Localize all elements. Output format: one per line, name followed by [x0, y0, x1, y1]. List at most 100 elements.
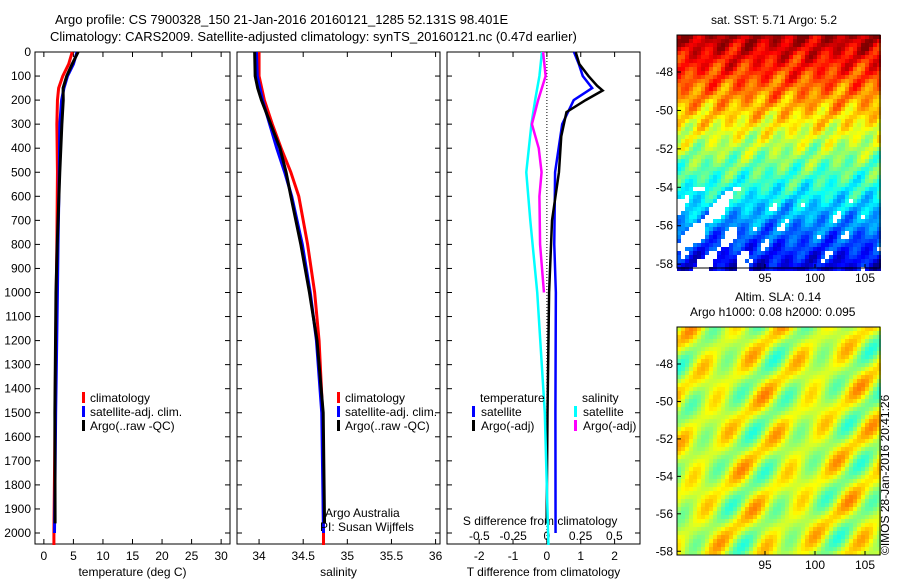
sla-map-cell [837, 339, 841, 343]
sla-map-cell [845, 411, 849, 415]
sst-map-cell [725, 227, 729, 231]
sst-map-cell [729, 267, 733, 271]
sla-map-cell [765, 431, 769, 435]
sst-map-cell [733, 71, 737, 75]
sst-map-cell [857, 55, 861, 59]
sla-map-cell [789, 471, 793, 475]
sst-map-cell [721, 183, 725, 187]
sla-map-cell [865, 403, 869, 407]
sst-map-cell [857, 123, 861, 127]
sla-map-cell [697, 387, 701, 391]
sla-map-cell [837, 407, 841, 411]
sst-map-cell [709, 155, 713, 159]
sst-map-cell [825, 235, 829, 239]
sst-map-cell [869, 135, 873, 139]
sst-map-cell [769, 91, 773, 95]
sst-map-cell [757, 111, 761, 115]
sla-map-cell [725, 455, 729, 459]
sla-map-cell [757, 435, 761, 439]
sla-map-cell [869, 379, 873, 383]
sla-map-cell [745, 427, 749, 431]
sla-map-cell [877, 371, 881, 375]
sst-map-cell [825, 91, 829, 95]
sla-map-cell [773, 335, 777, 339]
sst-map-cell [801, 259, 805, 263]
sst-map-cell [677, 259, 681, 263]
sst-map-cell [797, 227, 801, 231]
sla-map-cell [837, 463, 841, 467]
sla-map-cell [789, 387, 793, 391]
sst-map-cell [797, 247, 801, 251]
sst-map-cell [829, 99, 833, 103]
sla-map-cell [685, 431, 689, 435]
sst-map-cell [877, 75, 881, 79]
sst-map-cell [789, 263, 793, 267]
sla-map-cell [777, 363, 781, 367]
sla-map-cell [717, 467, 721, 471]
sst-map-cell [689, 167, 693, 171]
sst-map-cell [805, 211, 809, 215]
sla-map-cell [781, 427, 785, 431]
sla-map-cell [853, 339, 857, 343]
sst-map-cell [741, 195, 745, 199]
sla-map-cell [857, 367, 861, 371]
sst-map-cell [737, 111, 741, 115]
x2-axis-label: S difference from climatology [463, 514, 618, 528]
sst-map-cell [733, 55, 737, 59]
sst-map-cell [861, 231, 865, 235]
sst-map-cell [865, 39, 869, 43]
sla-map-cell [741, 367, 745, 371]
sst-map-cell [785, 115, 789, 119]
sst-map-cell [821, 167, 825, 171]
sla-map-cell [717, 455, 721, 459]
sla-map-cell [769, 399, 773, 403]
sla-map-cell [865, 331, 869, 335]
sst-map-cell [809, 135, 813, 139]
sla-map-cell [785, 447, 789, 451]
sst-map-cell [833, 111, 837, 115]
sla-map-cell [797, 459, 801, 463]
sst-map-cell [857, 211, 861, 215]
sst-map-cell [853, 127, 857, 131]
sla-map-cell [749, 375, 753, 379]
sla-map-cell [845, 439, 849, 443]
sst-map-cell [705, 243, 709, 247]
legend-swatch [472, 420, 475, 431]
sla-map-cell [829, 347, 833, 351]
sla-map-cell [821, 455, 825, 459]
sst-map-cell [693, 151, 697, 155]
sst-map-cell [737, 91, 741, 95]
sst-map-cell [853, 227, 857, 231]
x-tick-label: 1 [577, 549, 584, 563]
sst-map-cell [857, 151, 861, 155]
sst-map-cell [717, 223, 721, 227]
sst-map-cell [741, 211, 745, 215]
sla-map-cell [749, 355, 753, 359]
sla-map-cell [685, 471, 689, 475]
sst-map-cell [733, 171, 737, 175]
sla-map-cell [729, 383, 733, 387]
sst-map-cell [681, 267, 685, 271]
sla-map-cell [701, 447, 705, 451]
sla-map-cell [693, 371, 697, 375]
sla-map-cell [841, 463, 845, 467]
sst-map-cell [793, 115, 797, 119]
sst-map-cell [685, 43, 689, 47]
sla-map-cell [825, 455, 829, 459]
sla-map-cell [825, 447, 829, 451]
sst-map-cell [845, 259, 849, 263]
sst-map-cell [857, 131, 861, 135]
sla-map-cell [813, 451, 817, 455]
sst-map-cell [773, 91, 777, 95]
sst-map-cell [857, 191, 861, 195]
sst-map-cell [773, 67, 777, 71]
sst-map-cell [861, 75, 865, 79]
sst-map-cell [749, 215, 753, 219]
sst-map-cell [845, 67, 849, 71]
sst-map-cell [857, 83, 861, 87]
sst-map-cell [833, 139, 837, 143]
sst-map-cell [745, 155, 749, 159]
sla-map-cell [789, 343, 793, 347]
sst-map-cell [829, 39, 833, 43]
sst-map-cell [785, 35, 789, 39]
